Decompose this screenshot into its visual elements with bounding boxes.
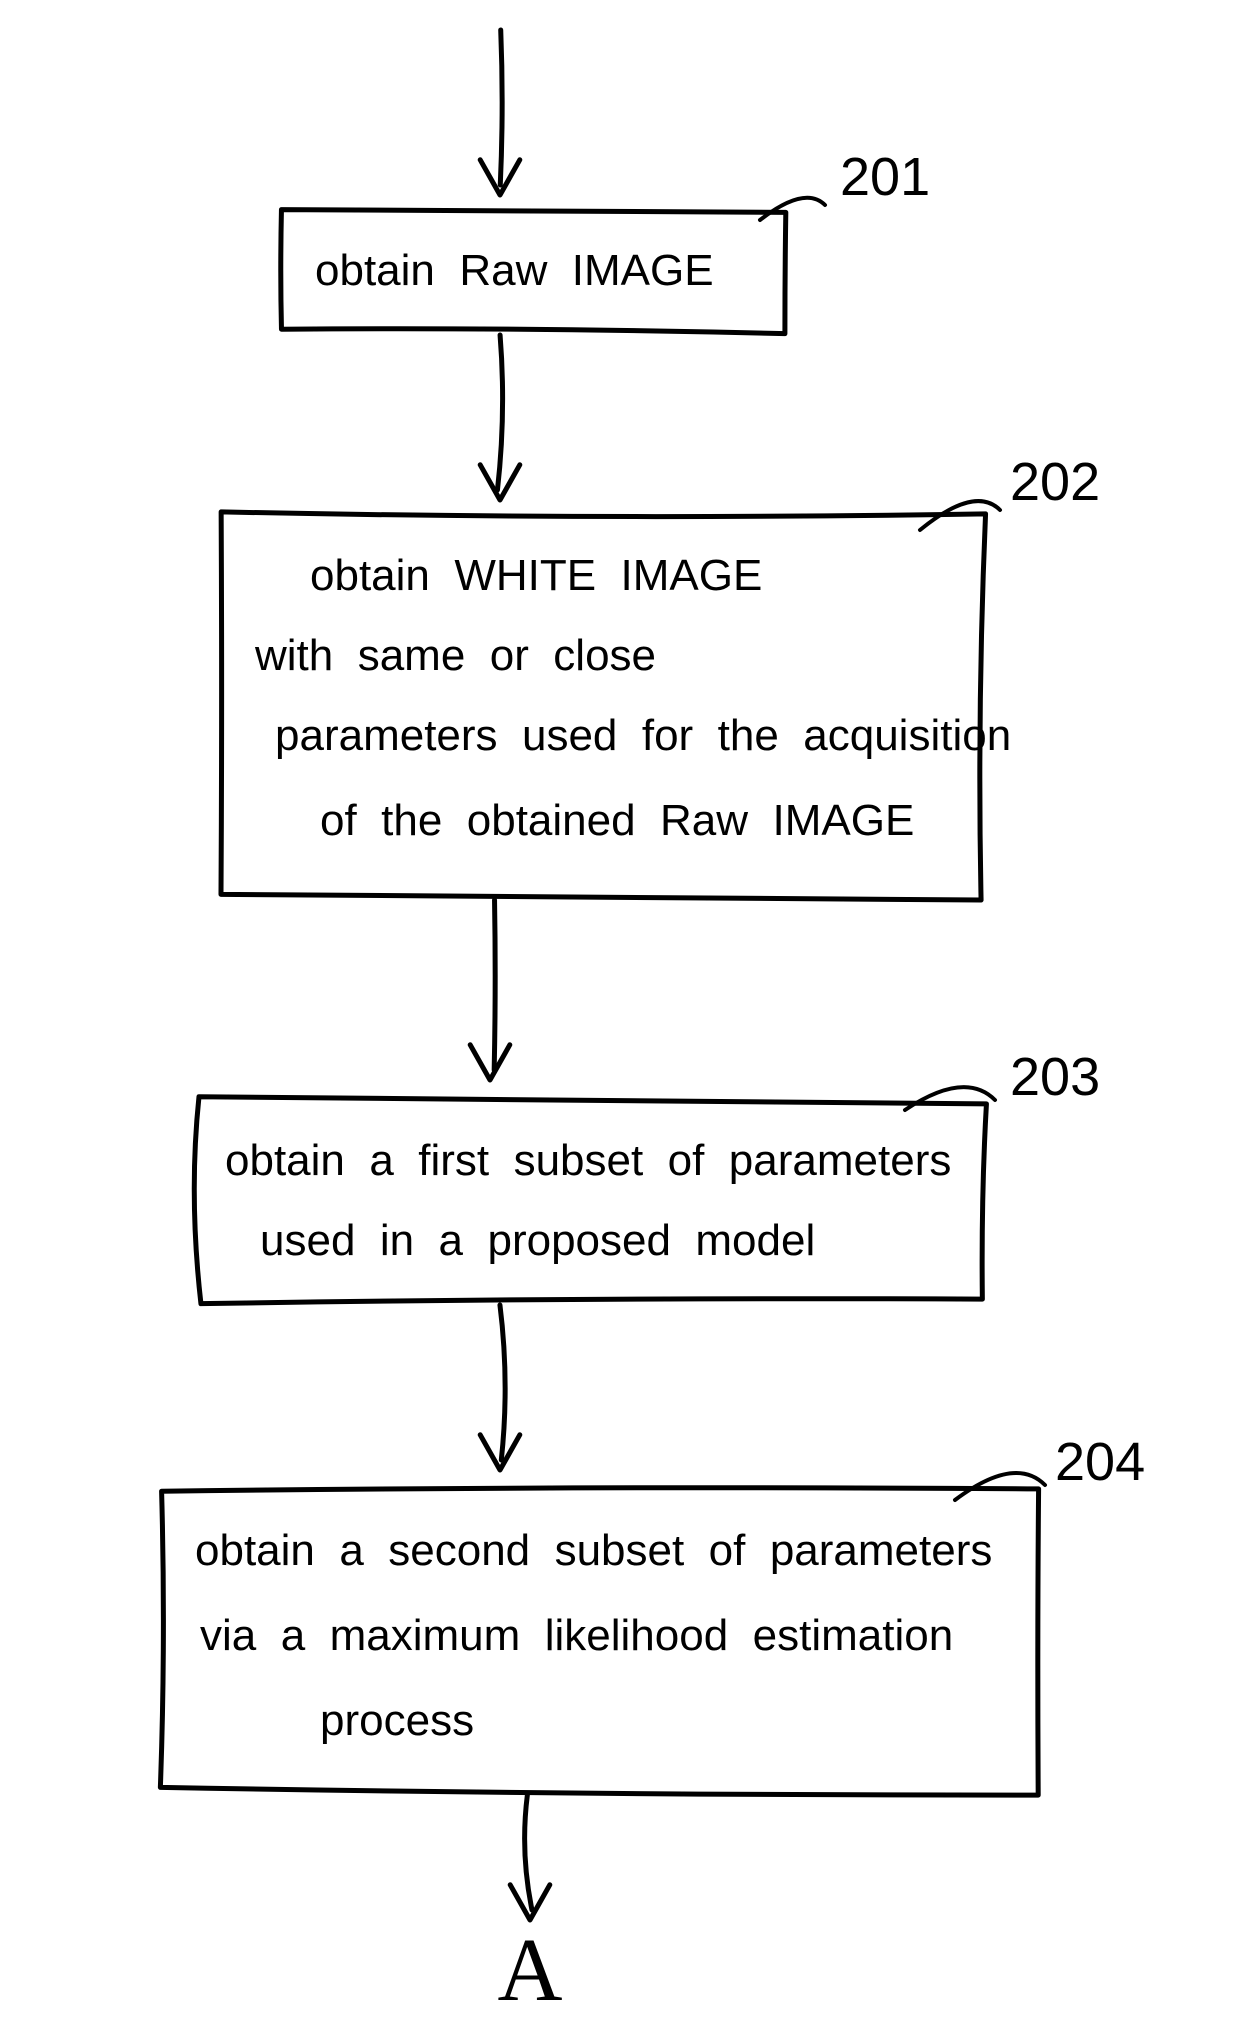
flow-arrow bbox=[480, 30, 520, 195]
node-text-line: process bbox=[320, 1696, 474, 1745]
node-text-line: obtain WHITE IMAGE bbox=[310, 551, 762, 600]
arrow-head-icon bbox=[470, 1045, 510, 1080]
node-reference-number: 202 bbox=[1010, 452, 1100, 512]
flow-node: obtain WHITE IMAGE with same or close para… bbox=[221, 452, 1100, 900]
node-text-line: obtain a first subset of parameters bbox=[225, 1136, 951, 1185]
reference-brace-icon bbox=[760, 198, 825, 220]
flow-arrow bbox=[470, 900, 510, 1080]
node-text-line: parameters used for the acquisition bbox=[275, 711, 1011, 760]
terminal-connector-symbol: A bbox=[498, 1921, 563, 2020]
node-text-line: of the obtained Raw IMAGE bbox=[320, 796, 914, 845]
node-text-line: obtain Raw IMAGE bbox=[315, 246, 714, 295]
node-text-line: via a maximum likelihood estimation bbox=[200, 1611, 953, 1660]
flow-arrow bbox=[480, 335, 520, 500]
node-reference-number: 201 bbox=[840, 147, 930, 207]
flow-node: obtain a first subset of parameters used … bbox=[194, 1047, 1100, 1304]
node-box bbox=[194, 1097, 986, 1304]
node-reference-number: 203 bbox=[1010, 1047, 1100, 1107]
node-text-line: used in a proposed model bbox=[260, 1216, 815, 1265]
node-text-line: obtain a second subset of parameters bbox=[195, 1526, 992, 1575]
arrow-shaft bbox=[525, 1795, 532, 1910]
reference-brace-icon bbox=[905, 1087, 995, 1110]
flow-node: obtain a second subset of parameters via … bbox=[160, 1432, 1145, 1795]
arrow-shaft bbox=[497, 335, 502, 490]
nodes-group: obtain Raw IMAGE 201 obtain WHITE IMAGE wit… bbox=[160, 147, 1145, 1795]
node-reference-number: 204 bbox=[1055, 1432, 1145, 1492]
flow-arrow bbox=[480, 1305, 520, 1470]
arrow-shaft bbox=[500, 1305, 505, 1460]
arrow-shaft bbox=[494, 900, 495, 1070]
node-text-line: with same or close bbox=[254, 631, 656, 680]
arrow-shaft bbox=[500, 30, 502, 185]
flow-arrow bbox=[510, 1795, 550, 1920]
flow-node: obtain Raw IMAGE 201 bbox=[281, 147, 930, 334]
